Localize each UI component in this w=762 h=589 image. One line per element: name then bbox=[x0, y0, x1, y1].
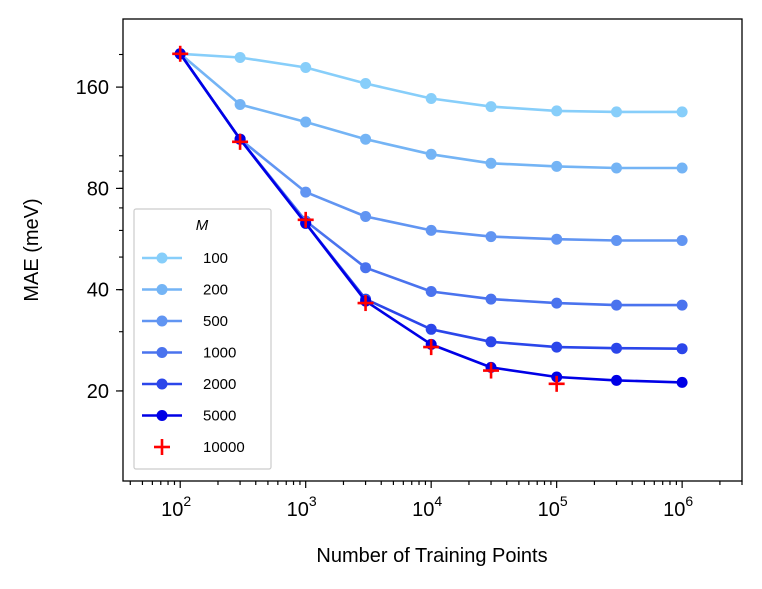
point-500-5 bbox=[485, 231, 497, 243]
point-200-5 bbox=[485, 157, 497, 169]
point-2000-7 bbox=[611, 342, 622, 354]
y-tick-label: 40 bbox=[87, 280, 109, 302]
legend-item-10000: 10000 bbox=[154, 439, 245, 456]
x-tick-label: 106 bbox=[663, 493, 693, 521]
y-tick-label: 160 bbox=[76, 77, 109, 99]
y-axis-title: MAE (meV) bbox=[21, 198, 43, 301]
y-tick-label: 20 bbox=[87, 381, 109, 403]
point-5000-8 bbox=[676, 376, 688, 388]
x-tick-label: 102 bbox=[161, 493, 191, 521]
point-2000-5 bbox=[485, 336, 497, 348]
point-100-2 bbox=[300, 62, 312, 73]
point-1000-3 bbox=[360, 262, 372, 274]
point-100-1 bbox=[234, 52, 246, 63]
y-axis: 20 40 80 160 bbox=[76, 53, 123, 403]
legend: M 100 200 500 1000 2000 5000 10000 bbox=[133, 208, 272, 470]
point-100-8 bbox=[676, 106, 688, 118]
legend-item-100: 100 bbox=[142, 250, 228, 267]
legend-item-1000: 1000 bbox=[142, 345, 236, 362]
point-200-1 bbox=[234, 99, 246, 110]
point-1000-6 bbox=[551, 297, 563, 309]
point-200-8 bbox=[676, 162, 688, 174]
point-200-4 bbox=[425, 148, 437, 160]
point-500-7 bbox=[611, 235, 622, 246]
legend-box bbox=[133, 208, 272, 470]
legend-plus-swatch bbox=[154, 439, 170, 455]
point-100-7 bbox=[611, 106, 622, 118]
point-200-7 bbox=[611, 162, 622, 174]
point-2000-6 bbox=[551, 341, 563, 353]
plus-point-10000-3 bbox=[357, 295, 374, 312]
point-100-3 bbox=[360, 78, 372, 89]
legend-label: 10000 bbox=[203, 439, 245, 456]
plus-point-10000-0 bbox=[172, 45, 189, 62]
point-200-6 bbox=[551, 160, 563, 172]
point-2000-4 bbox=[425, 323, 437, 335]
legend-label: 5000 bbox=[203, 408, 236, 425]
point-200-2 bbox=[300, 116, 312, 128]
legend-title: M bbox=[196, 217, 209, 234]
point-500-3 bbox=[360, 211, 372, 222]
point-1000-5 bbox=[485, 293, 497, 305]
point-1000-8 bbox=[676, 299, 688, 311]
legend-label: 500 bbox=[203, 313, 228, 330]
plus-point-10000-4 bbox=[423, 339, 440, 356]
plus-point-10000-2 bbox=[297, 211, 314, 228]
x-axis-title: Number of Training Points bbox=[316, 545, 547, 567]
point-500-8 bbox=[676, 235, 688, 246]
point-1000-4 bbox=[425, 286, 437, 297]
point-5000-7 bbox=[611, 374, 622, 386]
legend-label: 1000 bbox=[203, 345, 236, 362]
legend-marker-swatch bbox=[156, 252, 168, 264]
x-axis: 102 103 104 105 106 bbox=[129, 481, 743, 521]
legend-item-500: 500 bbox=[142, 313, 228, 330]
x-tick-label: 104 bbox=[412, 493, 442, 521]
point-2000-8 bbox=[676, 343, 688, 355]
point-100-4 bbox=[425, 93, 437, 104]
x-tick-label: 103 bbox=[287, 493, 317, 521]
y-tick-label: 80 bbox=[87, 178, 109, 200]
plus-point-10000-5 bbox=[483, 362, 500, 379]
legend-item-5000: 5000 bbox=[142, 408, 236, 425]
point-500-2 bbox=[300, 186, 312, 198]
point-500-6 bbox=[551, 233, 563, 245]
legend-marker-swatch bbox=[156, 284, 168, 295]
legend-label: 100 bbox=[203, 250, 228, 267]
legend-marker-swatch bbox=[156, 315, 168, 327]
point-100-5 bbox=[485, 101, 497, 113]
series-markers bbox=[172, 45, 565, 392]
legend-label: 200 bbox=[203, 282, 228, 299]
plus-point-10000-1 bbox=[232, 133, 249, 150]
point-1000-7 bbox=[611, 299, 622, 311]
plus-point-10000-6 bbox=[548, 375, 565, 392]
legend-marker-swatch bbox=[156, 410, 168, 421]
legend-marker-swatch bbox=[156, 378, 168, 390]
legend-item-200: 200 bbox=[142, 282, 228, 299]
legend-item-2000: 2000 bbox=[142, 376, 236, 393]
point-500-4 bbox=[425, 224, 437, 236]
point-100-6 bbox=[551, 105, 563, 117]
x-tick-label: 105 bbox=[538, 493, 568, 521]
point-200-3 bbox=[360, 133, 372, 145]
legend-label: 2000 bbox=[203, 376, 236, 393]
legend-marker-swatch bbox=[156, 347, 168, 358]
